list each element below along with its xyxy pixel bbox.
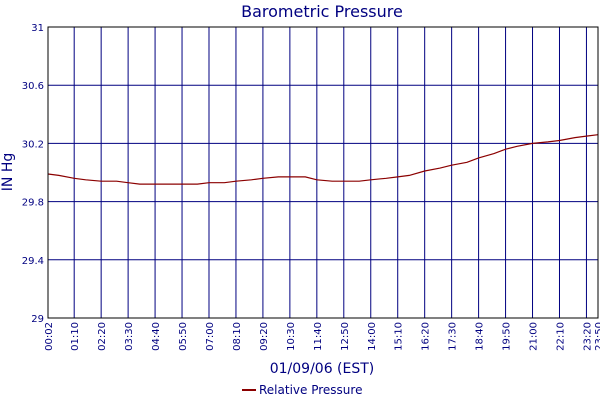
y-tick-label: 30.6 bbox=[22, 81, 44, 92]
legend: Relative Pressure bbox=[242, 383, 362, 397]
y-tick-label: 29.4 bbox=[22, 256, 44, 267]
y-axis-ticks: 29 29.4 29.8 30.2 30.6 31 bbox=[22, 23, 44, 325]
x-tick-label: 18:40 bbox=[475, 322, 486, 351]
grid bbox=[47, 26, 599, 319]
x-tick-label: 01:10 bbox=[70, 322, 81, 351]
y-tick-label: 29.8 bbox=[22, 198, 44, 209]
x-axis-title: 01/09/06 (EST) bbox=[270, 361, 375, 377]
x-tick-label: 19:50 bbox=[502, 322, 513, 351]
x-tick-label: 03:30 bbox=[124, 322, 135, 351]
x-tick-label: 23:50 bbox=[594, 322, 600, 351]
y-tick-label: 31 bbox=[31, 23, 44, 34]
x-tick-label: 10:30 bbox=[286, 322, 297, 351]
x-tick-label: 04:40 bbox=[151, 322, 162, 351]
x-tick-label: 11:40 bbox=[313, 322, 324, 351]
x-tick-label: 08:10 bbox=[232, 322, 243, 351]
series-layer bbox=[47, 134, 599, 185]
x-tick-label: 23:20 bbox=[582, 322, 593, 351]
plot-frame bbox=[47, 26, 599, 319]
x-tick-label: 22:10 bbox=[555, 322, 566, 351]
x-tick-label: 14:00 bbox=[367, 322, 378, 351]
x-tick-label: 12:50 bbox=[340, 322, 351, 351]
x-tick-label: 05:50 bbox=[178, 322, 189, 351]
legend-label: Relative Pressure bbox=[259, 383, 362, 397]
x-tick-label: 07:00 bbox=[205, 322, 216, 351]
x-tick-label: 15:10 bbox=[394, 322, 405, 351]
x-axis-ticks: 00:02 01:10 02:20 03:30 04:40 05:50 07:00 08:10… bbox=[44, 322, 600, 351]
y-tick-label: 30.2 bbox=[22, 139, 44, 150]
x-tick-label: 16:20 bbox=[421, 322, 432, 351]
y-axis-title: IN Hg bbox=[0, 153, 16, 191]
x-tick-label: 21:00 bbox=[529, 322, 540, 351]
chart-title: Barometric Pressure bbox=[241, 2, 403, 21]
y-tick-label: 29 bbox=[31, 314, 44, 325]
x-tick-label: 02:20 bbox=[97, 322, 108, 351]
x-tick-label: 17:30 bbox=[448, 322, 459, 351]
series-line-relative-pressure bbox=[47, 134, 599, 185]
x-tick-label: 00:02 bbox=[44, 322, 55, 351]
x-tick-label: 09:20 bbox=[259, 322, 270, 351]
